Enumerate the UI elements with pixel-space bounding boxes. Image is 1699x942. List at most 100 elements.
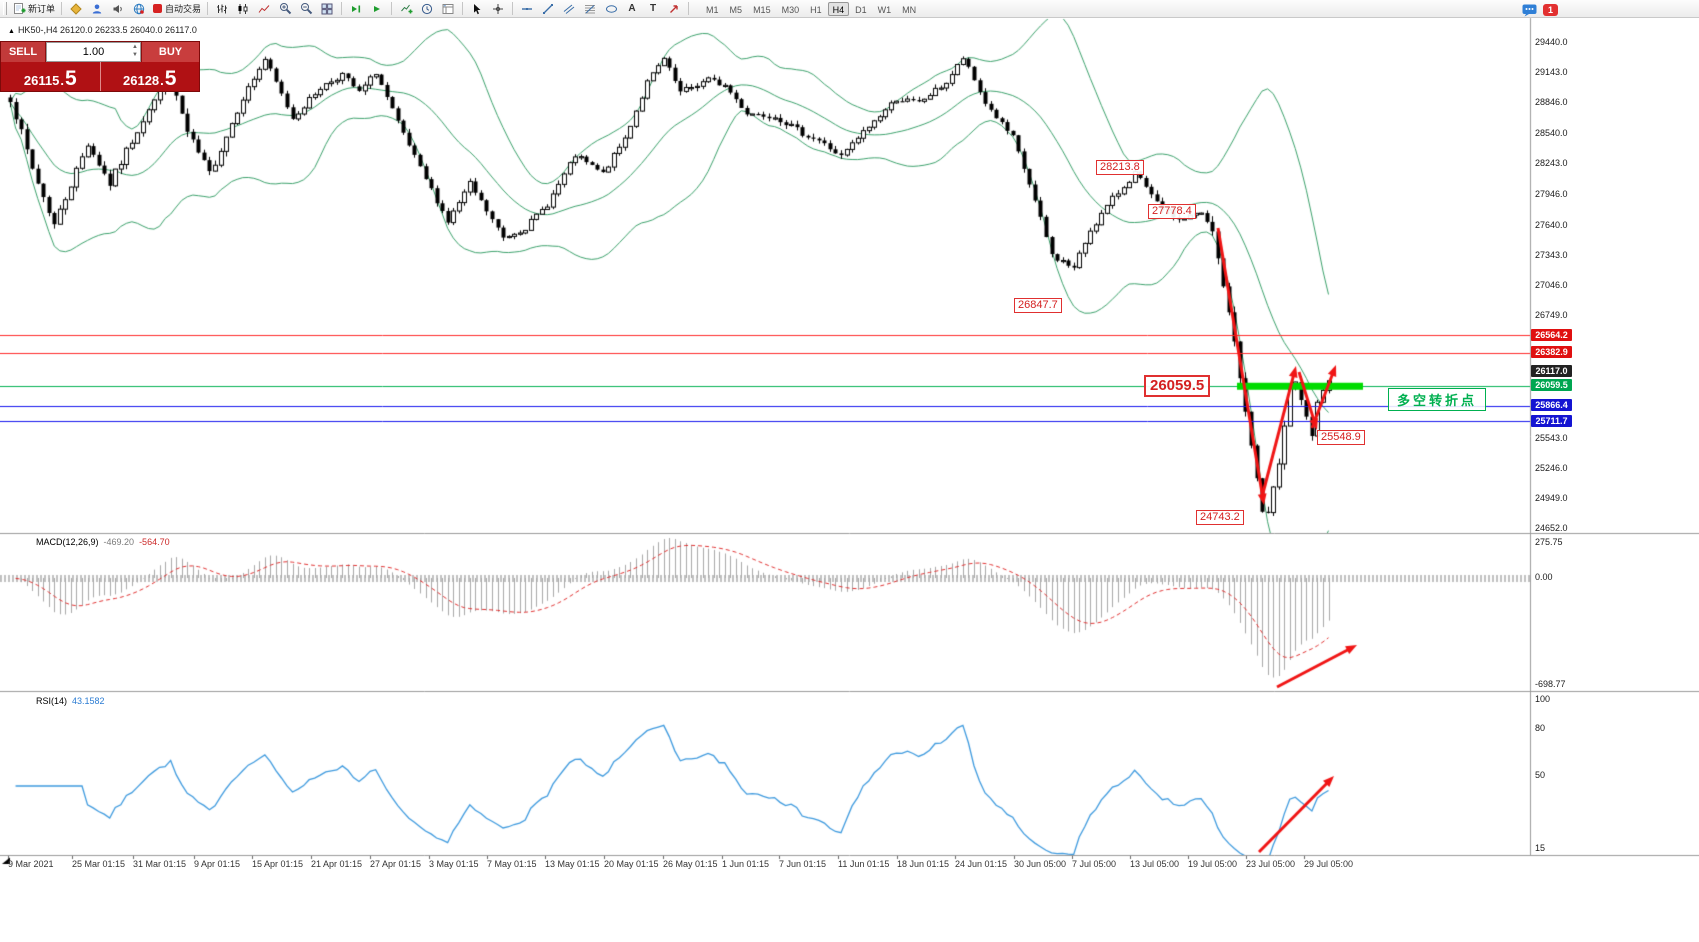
timeframe-mn-button[interactable]: MN [902, 4, 917, 15]
tile-windows-button[interactable] [317, 1, 337, 17]
time-axis-label: 23 Jul 05:00 [1246, 859, 1296, 869]
fibonacci-button[interactable] [580, 1, 600, 17]
time-axis-label: 7 Jun 01:15 [779, 859, 827, 869]
spin-down-icon[interactable]: ▼ [132, 52, 138, 58]
price-callout[interactable]: 28213.8 [1096, 160, 1144, 175]
toolbar-separator [462, 2, 464, 15]
rsi-value: 43.1582 [72, 696, 105, 706]
price-tag: 26564.2 [1531, 329, 1572, 341]
price-callout[interactable]: 24743.2 [1196, 510, 1244, 525]
time-axis-label: 1 Jun 01:15 [722, 859, 770, 869]
volume-input[interactable]: 1.00 ▲ ▼ [46, 42, 141, 62]
macd-signal-value: -564.70 [139, 537, 170, 547]
buy-price[interactable]: 26128. 5 [101, 62, 200, 91]
notifications-button[interactable] [1519, 2, 1539, 18]
price-callout[interactable]: 26059.5 [1144, 375, 1211, 397]
label-tool-button[interactable]: T [643, 1, 663, 17]
price-callout[interactable]: 26847.7 [1014, 298, 1062, 313]
toolbar-right-cluster: 1 [1519, 2, 1559, 18]
navigator-button[interactable] [87, 1, 107, 17]
fibonacci-icon [585, 4, 596, 13]
zoom-in-icon [279, 3, 291, 15]
zoom-out-button[interactable] [296, 1, 316, 17]
volume-spinner[interactable]: ▲ ▼ [132, 43, 138, 59]
macd-name: MACD(12,26,9) [36, 537, 99, 547]
price-axis-label: 28540.0 [1535, 128, 1568, 139]
horizontal-line-button[interactable] [517, 1, 537, 17]
channel-button[interactable] [559, 1, 579, 17]
bar-chart-button[interactable] [212, 1, 232, 17]
candlestick-chart-button[interactable] [233, 1, 253, 17]
timeframe-m15-button[interactable]: M15 [753, 4, 771, 15]
price-tag: 25711.7 [1531, 415, 1572, 427]
buy-label: BUY [158, 46, 183, 58]
rsi-axis-label: 80 [1535, 723, 1546, 733]
periods-button[interactable] [417, 1, 437, 17]
price-axis-label: 26749.0 [1535, 310, 1568, 321]
timeframe-w1-button[interactable]: W1 [877, 4, 892, 15]
zoom-in-button[interactable] [275, 1, 295, 17]
timeframe-d1-button[interactable]: D1 [855, 4, 867, 15]
auto-scroll-button[interactable] [367, 1, 387, 17]
price-axis-label: 28243.0 [1535, 158, 1568, 169]
timeframe-h4-button[interactable]: H4 [827, 1, 850, 16]
strategy-tester-button[interactable] [129, 1, 149, 17]
toolbar-separator [512, 2, 514, 15]
time-axis-label: 29 Jul 05:00 [1304, 859, 1354, 869]
crosshair-button[interactable] [488, 1, 508, 17]
price-callout[interactable]: 25548.9 [1317, 430, 1365, 445]
timeframe-m30-button[interactable]: M30 [781, 4, 800, 15]
price-tag: 26117.0 [1531, 365, 1572, 377]
timeframe-m1-button[interactable]: M1 [706, 4, 719, 15]
cursor-icon [473, 3, 481, 14]
price-tag: 26059.5 [1531, 379, 1572, 391]
ellipse-tool-button[interactable] [601, 1, 621, 17]
cursor-button[interactable] [467, 1, 487, 17]
label-tool-icon: T [649, 3, 657, 14]
time-axis-label: 9 Mar 2021 [8, 859, 54, 869]
shift-end-icon [352, 5, 361, 12]
sell-label: SELL [8, 46, 38, 58]
price-axis-label: 25246.0 [1535, 462, 1568, 473]
templates-button[interactable] [438, 1, 458, 17]
price-tag: 25866.4 [1531, 399, 1572, 411]
sell-button[interactable]: SELL [1, 42, 46, 62]
spin-up-icon[interactable]: ▲ [132, 44, 138, 50]
crosshair-icon [493, 3, 504, 14]
timeframe-h1-button[interactable]: H1 [810, 4, 822, 15]
horizontal-line-icon [522, 7, 533, 10]
buy-button[interactable]: BUY [141, 42, 199, 62]
toolbar-grip[interactable] [3, 2, 7, 15]
market-watch-icon [70, 2, 82, 15]
arrow-tool-button[interactable] [664, 1, 684, 17]
sell-price[interactable]: 26115. 5 [1, 62, 101, 91]
terminal-button[interactable] [108, 1, 128, 17]
alert-count-badge[interactable]: 1 [1543, 4, 1559, 16]
market-watch-button[interactable] [66, 1, 86, 17]
channel-icon [563, 4, 575, 14]
price-callout[interactable]: 27778.4 [1148, 204, 1196, 219]
time-axis-label: 15 Apr 01:15 [252, 859, 304, 869]
rsi-name: RSI(14) [36, 696, 68, 706]
new-order-button[interactable]: 新订单 [11, 1, 57, 17]
price-axis-label: 27946.0 [1535, 188, 1568, 199]
autotrading-button[interactable]: 自动交易 [150, 1, 203, 17]
timeframe-m5-button[interactable]: M5 [729, 4, 743, 15]
line-chart-icon [258, 4, 270, 13]
time-axis-label: 3 May 01:15 [429, 859, 479, 869]
line-chart-button[interactable] [254, 1, 274, 17]
ellipse-icon [605, 4, 617, 13]
time-axis-label: 7 Jul 05:00 [1072, 859, 1117, 869]
turning-point-note[interactable]: 多空转折点 [1388, 388, 1487, 411]
time-axis[interactable]: 9 Mar 2021 25 Mar 01:15 31 Mar 01:15 9 Apr … [0, 857, 1699, 871]
indicators-icon [400, 4, 413, 14]
price-axis-label: 25543.0 [1535, 432, 1568, 443]
indicators-button[interactable] [396, 1, 416, 17]
trendline-button[interactable] [538, 1, 558, 17]
rsi-axis-label: 15 [1535, 843, 1546, 853]
buy-price-dot: . [160, 73, 164, 88]
shift-end-button[interactable] [346, 1, 366, 17]
text-tool-button[interactable]: A [622, 1, 642, 17]
symbol-marker-icon: ▲ [8, 28, 15, 35]
